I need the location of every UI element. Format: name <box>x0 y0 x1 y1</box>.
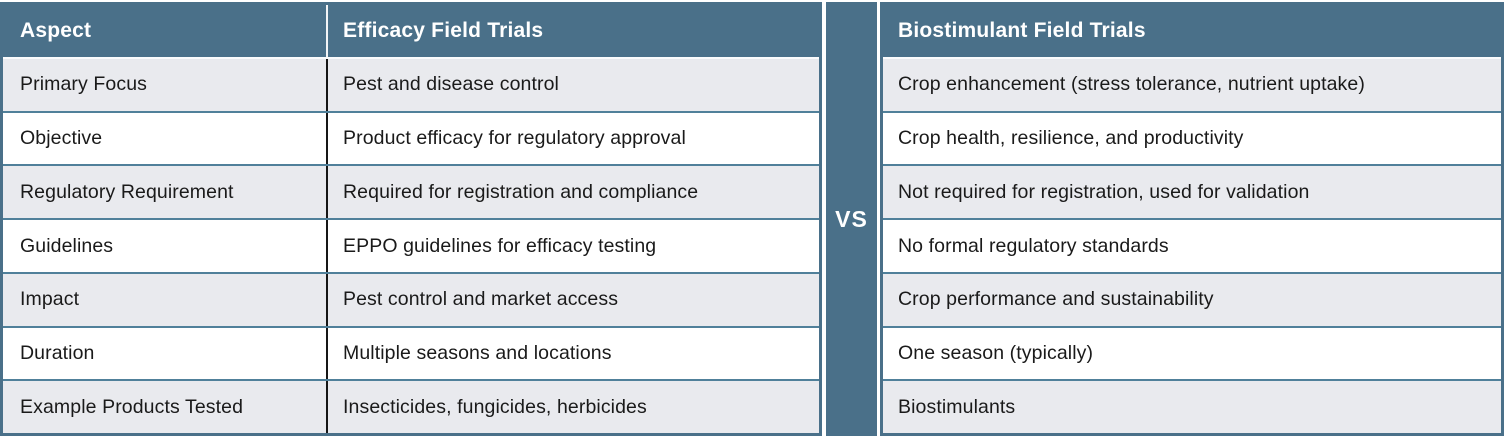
value-cell: EPPO guidelines for efficacy testing <box>326 220 819 272</box>
value-cell: Product efficacy for regulatory approval <box>326 112 819 165</box>
value-cell: One season (typically) <box>898 341 1094 364</box>
aspect-cell: Duration <box>20 341 95 364</box>
table-row: Crop health, resilience, and productivit… <box>883 110 1501 165</box>
biostimulant-column-header: Biostimulant Field Trials <box>898 19 1146 42</box>
aspect-cell: Guidelines <box>20 234 114 257</box>
efficacy-header-row: Aspect Efficacy Field Trials <box>3 5 819 57</box>
value-cell: Crop enhancement (stress tolerance, nutr… <box>898 73 1365 96</box>
value-cell: Multiple seasons and locations <box>326 327 819 380</box>
value-cell: Pest and disease control <box>326 59 819 111</box>
value-cell: Crop health, resilience, and productivit… <box>898 127 1244 150</box>
value-cell: Required for registration and compliance <box>326 166 819 219</box>
aspect-cell: Example Products Tested <box>20 395 244 418</box>
aspect-cell: Primary Focus <box>20 73 147 96</box>
table-row: Crop performance and sustainability <box>883 271 1501 326</box>
aspect-cell: Objective <box>20 127 103 150</box>
table-row: Not required for registration, used for … <box>883 164 1501 219</box>
aspect-cell: Impact <box>20 288 80 311</box>
value-cell: Crop performance and sustainability <box>898 288 1214 311</box>
vs-label: VS <box>835 205 868 232</box>
aspect-column-header: Aspect <box>20 19 92 42</box>
value-cell: Pest control and market access <box>326 273 819 326</box>
table-row: One season (typically) <box>883 325 1501 380</box>
table-row: Crop enhancement (stress tolerance, nutr… <box>883 57 1501 111</box>
biostimulant-header-row: Biostimulant Field Trials <box>883 5 1501 57</box>
table-row: Primary Focus Pest and disease control <box>3 57 819 111</box>
biostimulant-table: Biostimulant Field Trials Crop enhanceme… <box>880 2 1504 436</box>
table-row: Example Products Tested Insecticides, fu… <box>3 379 819 434</box>
table-row: Guidelines EPPO guidelines for efficacy … <box>3 218 819 272</box>
table-row: Duration Multiple seasons and locations <box>3 325 819 380</box>
table-row: Regulatory Requirement Required for regi… <box>3 164 819 219</box>
efficacy-table: Aspect Efficacy Field Trials Primary Foc… <box>0 2 822 436</box>
efficacy-column-header: Efficacy Field Trials <box>326 5 819 57</box>
value-cell: Not required for registration, used for … <box>898 180 1310 203</box>
value-cell: No formal regulatory standards <box>898 234 1169 257</box>
value-cell: Biostimulants <box>898 395 1016 418</box>
value-cell: Insecticides, fungicides, herbicides <box>326 381 819 434</box>
table-row: No formal regulatory standards <box>883 218 1501 272</box>
table-row: Impact Pest control and market access <box>3 271 819 326</box>
vs-divider: VS <box>826 2 877 436</box>
table-row: Biostimulants <box>883 379 1501 434</box>
aspect-cell: Regulatory Requirement <box>20 180 234 203</box>
table-row: Objective Product efficacy for regulator… <box>3 110 819 165</box>
